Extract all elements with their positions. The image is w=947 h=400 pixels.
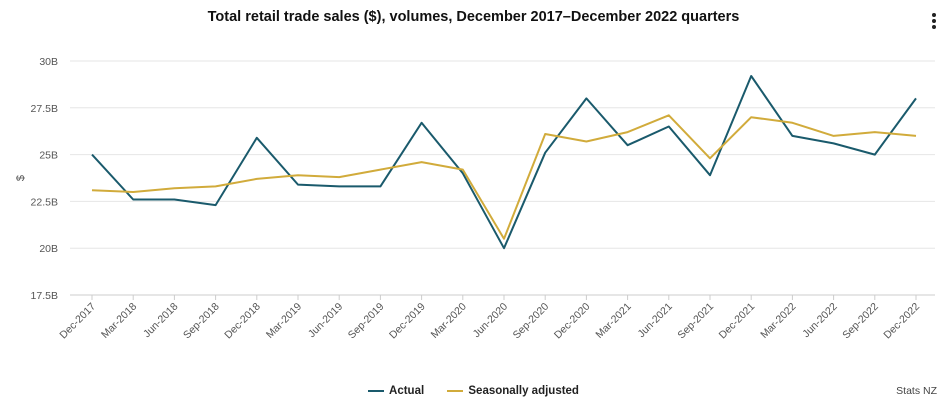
x-tick-label: Mar-2019 — [264, 301, 304, 341]
legend-label-seasonally-adjusted: Seasonally adjusted — [468, 385, 579, 397]
x-tick-label: Dec-2022 — [881, 301, 922, 342]
y-tick-label: 27.5B — [31, 103, 58, 115]
x-tick-label: Jun-2021 — [635, 301, 675, 341]
x-tick-label: Jun-2022 — [800, 301, 840, 341]
x-tick-label: Dec-2021 — [717, 301, 758, 342]
y-tick-label: 20B — [39, 243, 58, 255]
y-axis-label: $ — [15, 175, 27, 181]
legend-item-seasonally-adjusted[interactable]: Seasonally adjusted — [447, 385, 579, 397]
y-tick-label: 30B — [39, 56, 58, 68]
x-tick-label: Jun-2019 — [306, 301, 346, 341]
legend: Actual Seasonally adjusted — [0, 383, 947, 397]
series-line-seasonally-adjusted[interactable] — [91, 114, 917, 240]
x-tick-label: Sep-2022 — [840, 301, 881, 342]
legend-swatch-seasonally-adjusted — [447, 390, 464, 392]
more-vertical-icon[interactable] — [929, 13, 939, 33]
x-tick-label: Sep-2021 — [675, 301, 716, 342]
x-tick-label: Mar-2020 — [429, 301, 469, 341]
y-tick-label: 25B — [39, 150, 58, 162]
x-tick-label: Dec-2018 — [222, 301, 263, 342]
legend-label-actual: Actual — [389, 385, 425, 397]
x-tick-label: Jun-2018 — [141, 301, 181, 341]
chart-title: Total retail trade sales ($), volumes, D… — [207, 9, 740, 25]
x-tick-label: Sep-2019 — [346, 301, 387, 342]
x-tick-label: Sep-2018 — [181, 301, 222, 342]
y-tick-label: 17.5B — [31, 290, 58, 302]
x-tick-label: Mar-2021 — [593, 301, 633, 341]
legend-item-actual[interactable]: Actual — [368, 385, 424, 397]
x-tick-label: Mar-2022 — [758, 301, 798, 341]
x-axis-ticks: Dec-2017 Mar-2018 Jun-2018 Sep-2018 Dec-2018… — [57, 295, 922, 341]
legend-swatch-actual — [368, 390, 385, 392]
x-tick-label: Sep-2020 — [511, 301, 552, 342]
y-axis-ticks: 17.5B 20B 22.5B 25B 27.5B 30B — [31, 56, 58, 302]
y-tick-label: 22.5B — [31, 196, 58, 208]
gridlines — [70, 60, 935, 249]
x-tick-label: Jun-2020 — [471, 301, 511, 341]
series-lines — [91, 75, 917, 250]
x-tick-label: Dec-2020 — [552, 301, 593, 342]
x-tick-label: Mar-2018 — [99, 301, 139, 341]
x-tick-label: Dec-2019 — [387, 301, 428, 342]
x-tick-label: Dec-2017 — [57, 301, 98, 342]
series-line-actual[interactable] — [91, 75, 917, 250]
source-credit[interactable]: Stats NZ — [896, 385, 937, 397]
